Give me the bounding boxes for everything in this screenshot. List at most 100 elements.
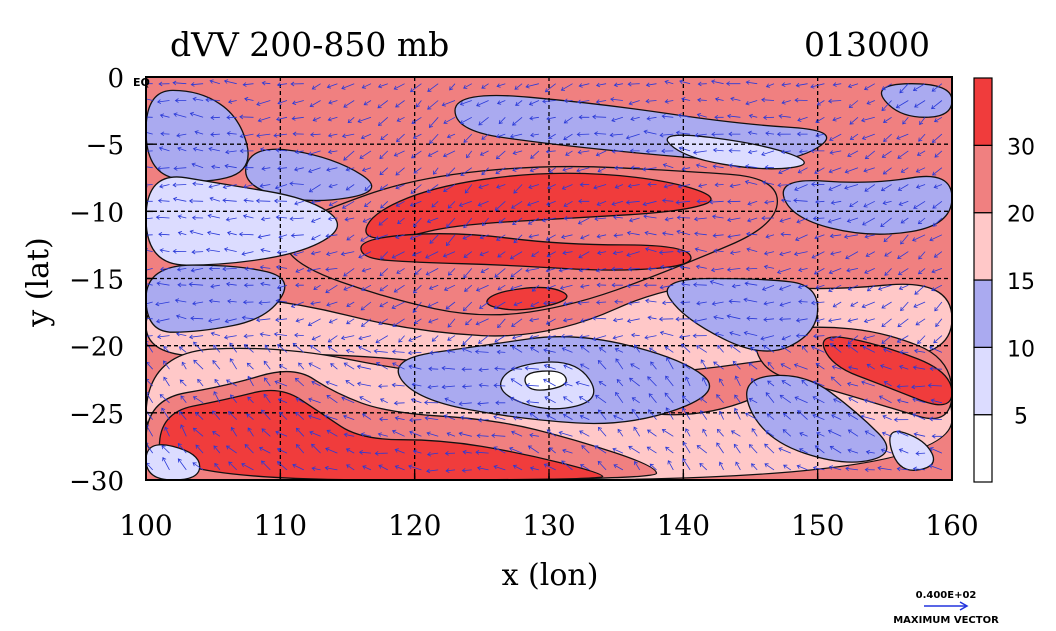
wind-vector [880, 184, 892, 192]
wind-vector [881, 150, 892, 158]
wind-vector [579, 334, 590, 339]
wind-vector [765, 83, 775, 88]
wind-vector [378, 217, 389, 226]
wind-vector [394, 416, 405, 421]
wind-vector [884, 251, 892, 257]
colorbar-swatch [973, 212, 993, 281]
wind-vector [931, 133, 943, 143]
wind-vector [529, 412, 540, 420]
wind-vector [896, 398, 909, 404]
wind-vector [597, 359, 607, 370]
wind-vector [664, 99, 674, 104]
wind-vector [326, 167, 338, 172]
wind-vector [396, 116, 405, 122]
wind-vector [328, 200, 338, 207]
wind-vector [294, 200, 304, 206]
wind-vector [766, 413, 775, 420]
wind-vector [295, 397, 304, 404]
wind-vector [850, 301, 859, 307]
wind-vector [912, 397, 926, 404]
wind-vector [576, 132, 590, 137]
wind-vector [309, 132, 321, 137]
wind-vector [494, 268, 506, 278]
wind-vector [163, 376, 170, 387]
wind-vector [798, 299, 808, 305]
wind-vector [294, 377, 305, 387]
wind-vector [361, 284, 372, 291]
wind-vector [847, 365, 859, 370]
colorbar-swatch [973, 144, 993, 214]
wind-vector [929, 346, 943, 353]
wind-vector [496, 100, 506, 105]
wind-vector [345, 448, 355, 454]
wind-vector [681, 166, 691, 172]
wind-vector [243, 198, 254, 203]
wind-vector [210, 331, 221, 337]
wind-vector [214, 378, 221, 387]
wind-vector [864, 234, 875, 239]
wind-vector [244, 443, 254, 454]
wind-vector [255, 317, 271, 323]
wind-vector [815, 284, 825, 290]
wind-vector [744, 164, 758, 169]
wind-vector [927, 383, 942, 388]
wind-vector [493, 464, 506, 471]
wind-vector [188, 282, 204, 287]
wind-vector [776, 131, 791, 137]
wind-vector [188, 334, 204, 340]
wind-vector [647, 429, 657, 437]
wind-vector [396, 133, 405, 143]
wind-vector [378, 318, 389, 325]
wind-vector [663, 183, 674, 189]
wind-vector [543, 378, 556, 387]
wind-vector [447, 268, 456, 276]
wind-vector [346, 464, 355, 471]
wind-vector [494, 201, 506, 211]
wind-vector [765, 430, 775, 437]
wind-vector [733, 443, 741, 454]
wind-vector [191, 215, 204, 221]
wind-vector [579, 430, 590, 437]
wind-vector [158, 232, 170, 237]
wind-vector [576, 167, 590, 173]
wind-vector [476, 465, 489, 471]
wind-vector [645, 82, 657, 88]
wind-vector [778, 447, 791, 454]
wind-vector [364, 184, 372, 192]
wind-vector [661, 231, 674, 236]
wind-vector [313, 284, 321, 290]
wind-vector [811, 345, 825, 353]
wind-vector [345, 167, 355, 172]
wind-vector [325, 380, 338, 387]
wind-vector [644, 335, 657, 340]
x-axis-label: x (lon) [502, 558, 599, 593]
wind-vector [244, 165, 254, 171]
wind-vector [882, 167, 892, 175]
wind-vector [692, 333, 707, 339]
wind-vector [446, 349, 456, 354]
x-tick-label: 130 [522, 509, 575, 542]
colorbar-swatch [973, 346, 993, 416]
wind-vector [175, 314, 187, 320]
wind-vector [648, 409, 657, 420]
wind-vector [902, 117, 909, 125]
wind-vector [734, 394, 741, 404]
max-vector-legend: 0.400E+02 MAXIMUM VECTOR [893, 590, 999, 626]
wind-vector [411, 150, 422, 159]
wind-vector [914, 284, 926, 295]
wind-vector [324, 414, 338, 420]
wind-vector [163, 360, 170, 370]
wind-vector [378, 464, 388, 471]
wind-vector [793, 198, 808, 203]
wind-vector [778, 113, 791, 119]
wind-vector [207, 213, 220, 219]
wind-vector [290, 233, 304, 238]
wind-vector [726, 267, 741, 272]
colorbar-swatch [973, 77, 993, 146]
wind-vector [357, 116, 372, 124]
wind-vector [743, 330, 758, 336]
wind-vector [513, 184, 523, 194]
wind-vector [861, 116, 875, 123]
wind-vector [661, 198, 674, 203]
wind-vector [793, 363, 808, 370]
